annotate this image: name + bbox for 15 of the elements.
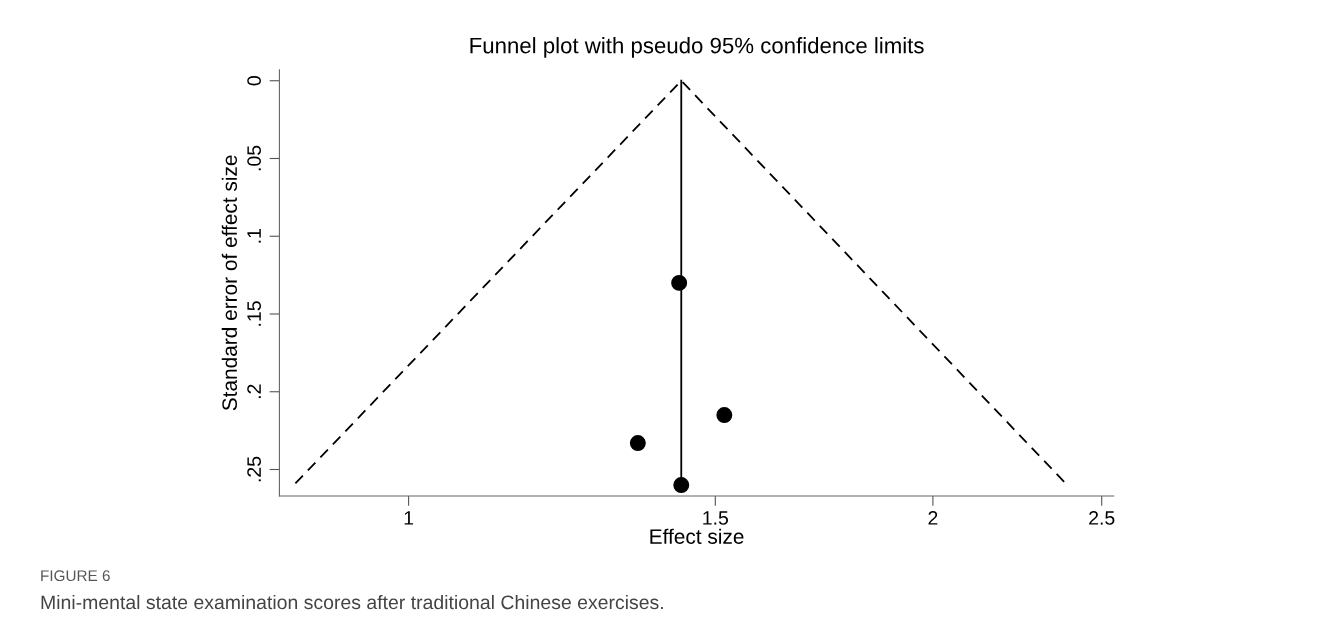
x-tick-label: 2	[928, 511, 938, 525]
y-tick-label: .2	[247, 384, 261, 399]
x-tick-label: 1	[404, 511, 414, 525]
y-tick-label: .05	[247, 145, 261, 171]
y-tick-label: .25	[247, 456, 261, 482]
x-axis-title: Effect size	[650, 528, 744, 544]
y-tick-label: 0	[247, 76, 261, 86]
y-tick-label: .15	[247, 301, 261, 326]
x-tick-label: 2.5	[1089, 511, 1115, 525]
x-tick-label: 1.5	[703, 511, 729, 525]
caption: FIGURE 6	[41, 570, 110, 582]
y-axis-title: Standard error of effect size	[221, 155, 238, 411]
y-tick-label: .1	[247, 229, 261, 243]
chart-title: Funnel plot with pseudo 95% confidence limits	[470, 37, 924, 58]
text: Mini-mental state examination scores after traditional Chinese exercises.	[41, 594, 663, 610]
